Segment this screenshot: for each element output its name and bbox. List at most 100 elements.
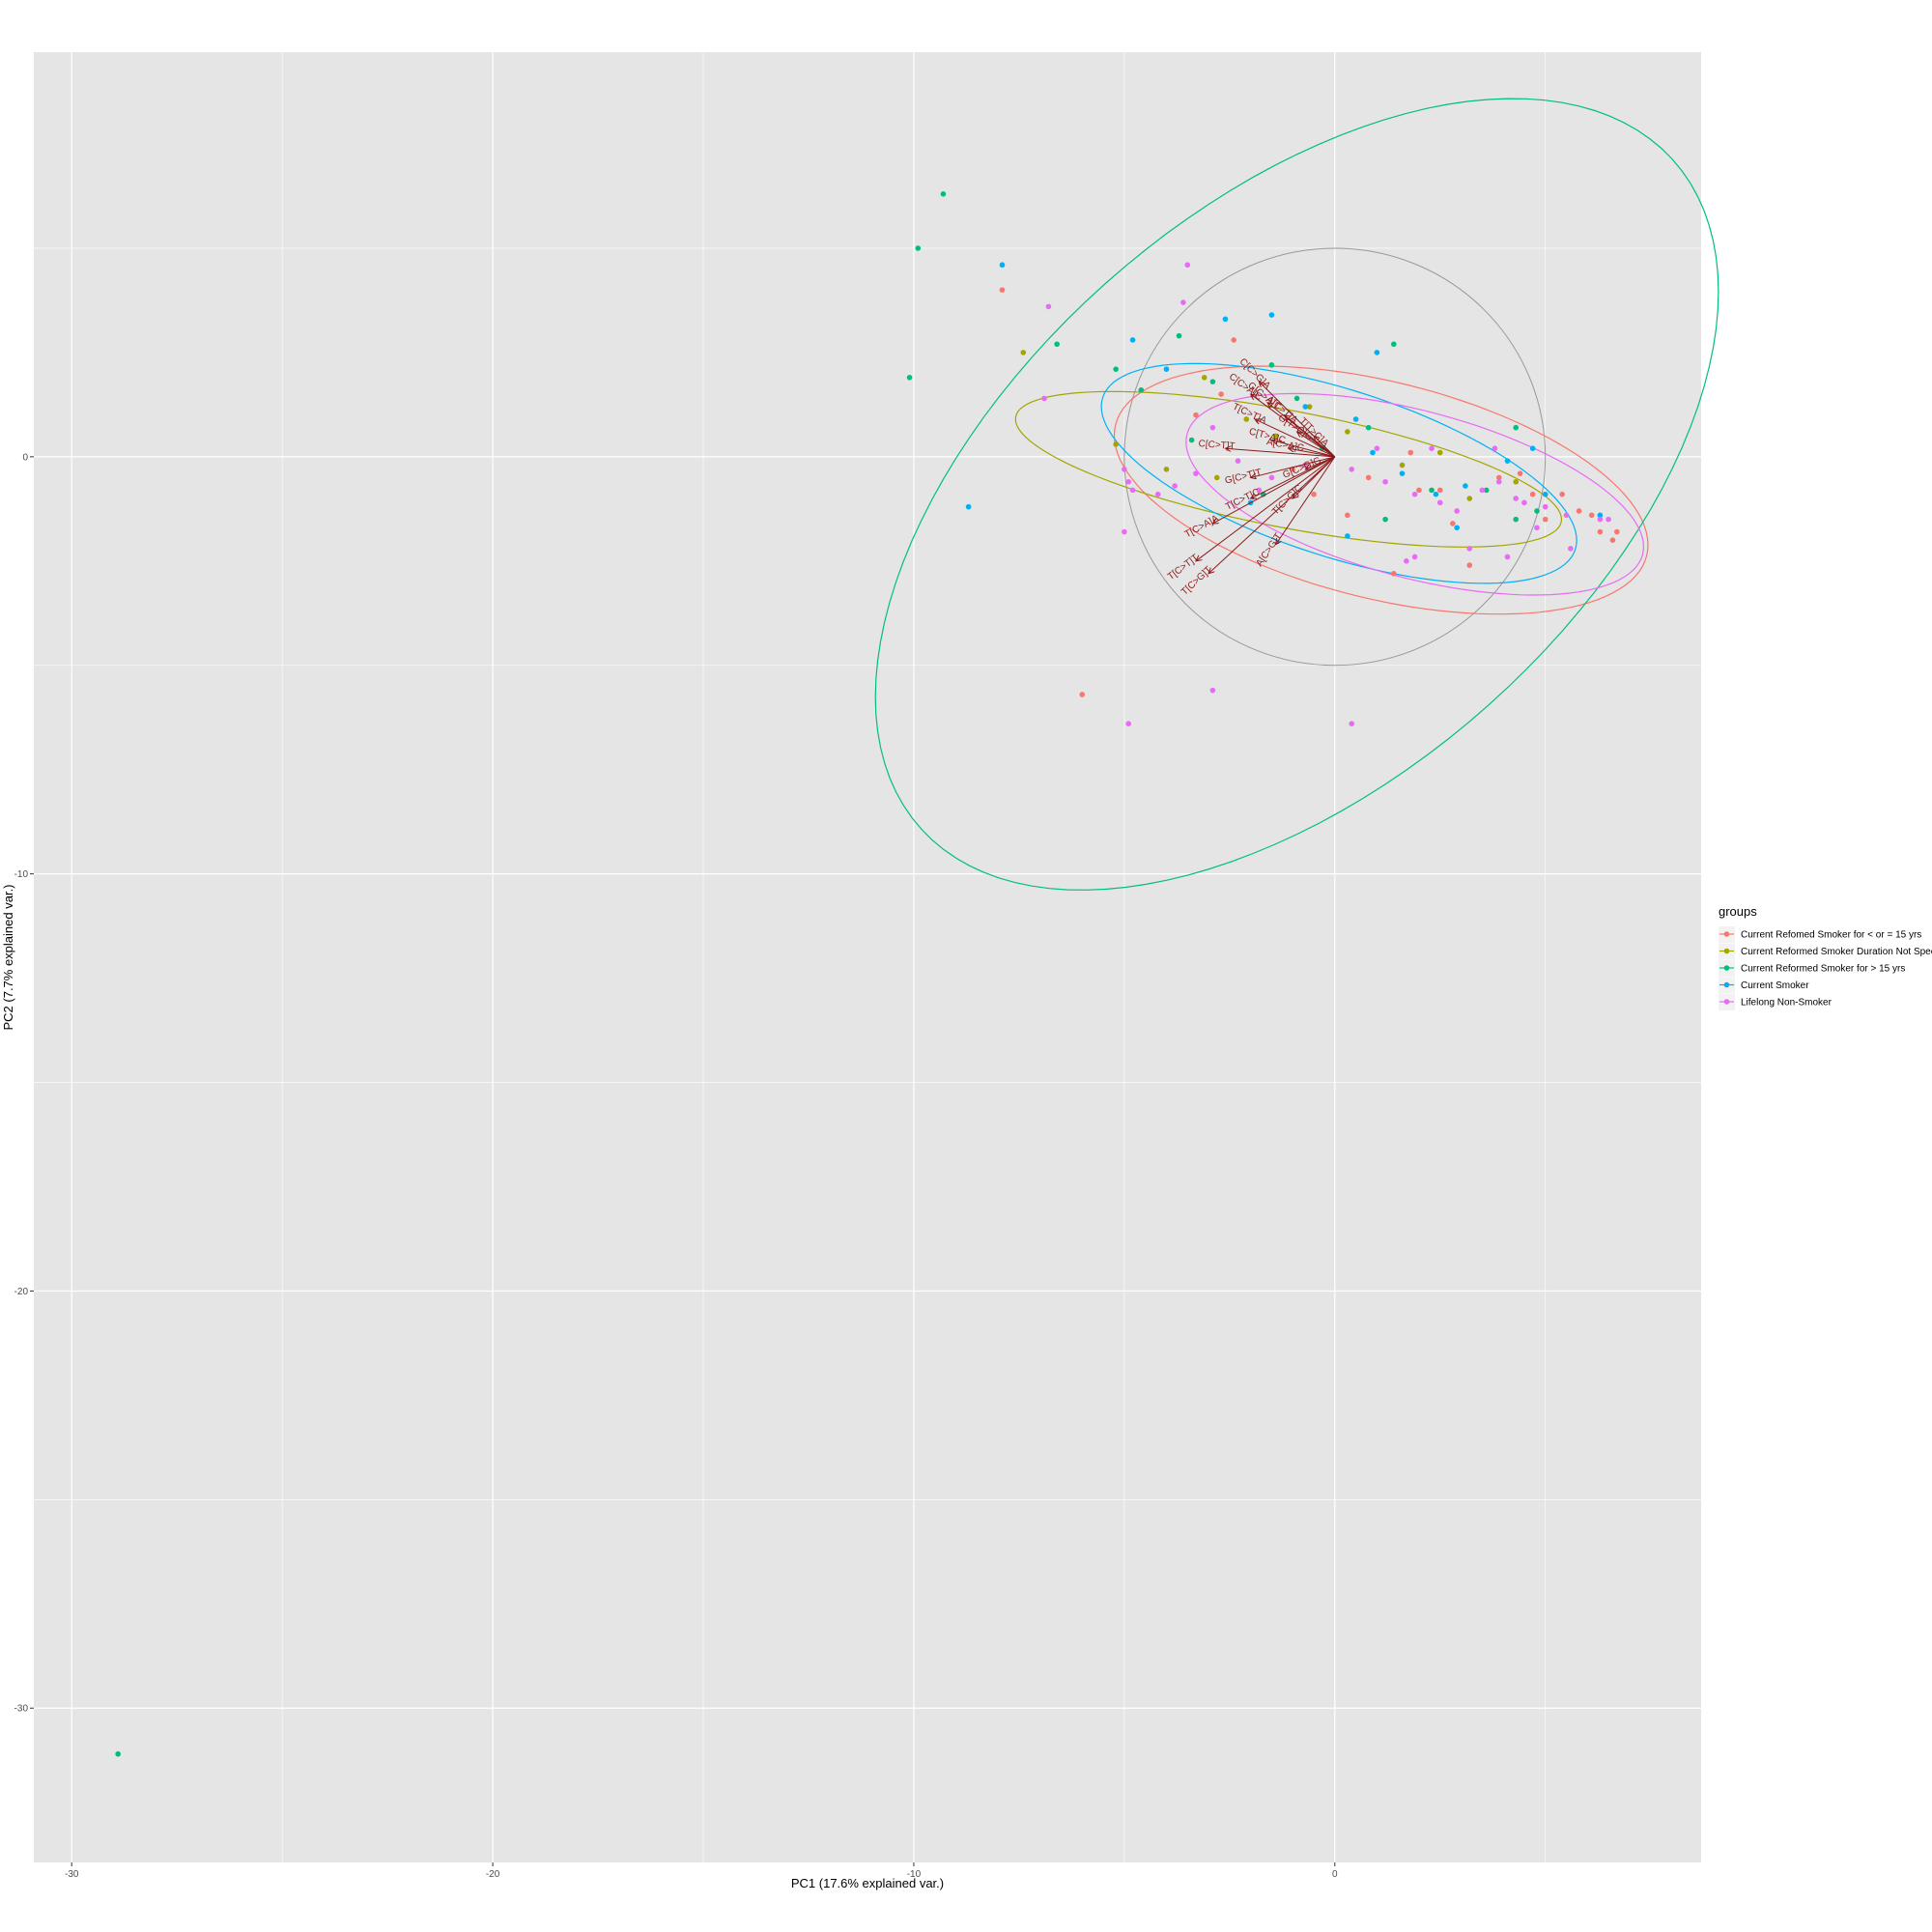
data-point: [1349, 466, 1355, 472]
loading-arrow: [1285, 415, 1336, 458]
data-point: [1450, 521, 1456, 526]
data-point: [1463, 483, 1468, 489]
data-point: [1045, 303, 1052, 310]
data-point: [1138, 386, 1145, 393]
legend-key-point: [1723, 981, 1730, 988]
loading-label: C[C>T]T: [1198, 439, 1236, 452]
data-point: [1513, 516, 1520, 523]
data-point: [1466, 562, 1473, 568]
data-point: [1529, 445, 1536, 452]
data-point: [940, 191, 947, 197]
data-point: [1411, 554, 1418, 560]
data-point: [1597, 528, 1604, 535]
data-point: [1454, 508, 1461, 514]
loading-arrow: [1251, 394, 1336, 458]
data-point: [1345, 429, 1350, 435]
data-point: [1407, 449, 1414, 456]
loading-arrow: [1251, 456, 1335, 478]
data-point: [1163, 366, 1170, 372]
data-point: [1079, 692, 1086, 697]
data-point: [1180, 299, 1186, 305]
data-point: [1436, 487, 1443, 494]
data-point: [1272, 433, 1279, 440]
legend-label: Current Refomed Smoker for < or = 15 yrs: [1741, 930, 1921, 941]
group-ellipse: [874, 98, 1719, 891]
data-point: [1122, 528, 1127, 535]
y-tick-label: -20: [14, 1287, 29, 1297]
data-point: [1382, 516, 1388, 523]
data-point: [1163, 466, 1170, 472]
data-point: [1391, 570, 1397, 577]
data-point: [1349, 721, 1355, 726]
y-tick-label: -30: [14, 1704, 29, 1715]
data-point: [1429, 487, 1435, 494]
legend-label: Current Smoker: [1741, 980, 1809, 991]
data-point: [1218, 391, 1224, 397]
data-point: [1513, 424, 1520, 431]
y-tick-label: 0: [22, 452, 28, 463]
loading-arrow: [1297, 432, 1336, 458]
loading-arrow: [1255, 419, 1336, 458]
data-point: [1391, 341, 1397, 348]
data-point: [1125, 478, 1132, 485]
x-tick-label: -20: [486, 1869, 500, 1880]
data-point: [1345, 512, 1350, 519]
data-point: [1597, 512, 1604, 519]
data-point: [1521, 499, 1527, 506]
data-point: [1399, 470, 1406, 476]
data-point: [1433, 491, 1439, 497]
data-point: [1041, 395, 1047, 402]
loading-arrow: [1289, 448, 1335, 458]
data-point: [1597, 516, 1604, 523]
data-point: [1529, 491, 1536, 497]
data-point: [1382, 478, 1388, 485]
data-point: [1609, 537, 1616, 544]
loading-arrow: [1314, 436, 1336, 458]
data-point: [1231, 337, 1236, 343]
data-point: [1436, 449, 1443, 456]
data-point: [1404, 557, 1409, 564]
data-point: [1352, 416, 1359, 422]
axis-ticks: -30 -20 -10 0 0 -10 -20 -30: [14, 452, 1338, 1880]
data-point: [1542, 516, 1548, 523]
data-point: [1492, 445, 1498, 452]
data-point: [1504, 458, 1511, 464]
loading-arrow: [1251, 456, 1336, 498]
data-point: [1399, 462, 1406, 469]
data-point: [1466, 546, 1473, 552]
data-point: [1213, 474, 1220, 481]
group-ellipse: [1113, 365, 1649, 615]
correlation-circle: [1123, 247, 1547, 667]
loading-arrow: [1196, 456, 1336, 561]
legend-key-point: [1723, 948, 1730, 954]
data-point: [1129, 337, 1136, 343]
legend-label: Lifelong Non-Smoker: [1741, 998, 1833, 1009]
legend-key-point: [1723, 931, 1730, 937]
data-point: [1365, 424, 1372, 431]
data-point: [1563, 512, 1570, 519]
data-point: [1209, 424, 1216, 431]
loading-arrow: [1208, 456, 1336, 574]
data-point: [1268, 362, 1275, 368]
data-point: [1122, 466, 1127, 472]
data-point: [1184, 262, 1191, 269]
data-point: [915, 245, 922, 251]
legend: groups Current Refomed Smoker for < or =…: [1719, 904, 1932, 1010]
data-point: [965, 503, 972, 510]
data-point: [1268, 312, 1275, 318]
data-point: [1504, 554, 1511, 560]
loading-arrow: [1305, 456, 1335, 469]
x-tick-label: 0: [1332, 1869, 1338, 1880]
data-point: [1605, 516, 1611, 523]
loading-arrow: [1271, 440, 1335, 458]
data-point: [1129, 487, 1136, 494]
data-point: [1222, 316, 1229, 323]
data-point: [906, 375, 913, 381]
data-point: [1193, 470, 1199, 476]
data-point: [1429, 445, 1435, 452]
data-point: [1201, 375, 1208, 381]
x-tick-label: -30: [65, 1869, 79, 1880]
legend-key-point: [1723, 965, 1730, 971]
legend-title: groups: [1719, 904, 1757, 919]
